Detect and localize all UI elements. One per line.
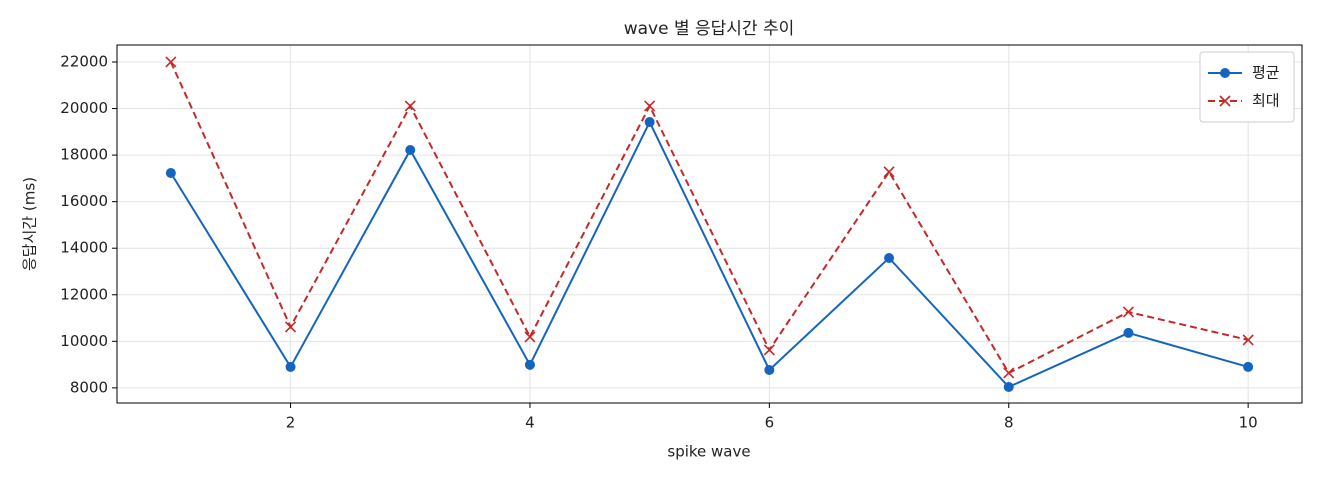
point — [165, 168, 176, 179]
point — [404, 100, 416, 112]
point — [1003, 367, 1015, 379]
point — [284, 321, 297, 333]
point — [524, 331, 536, 343]
point — [763, 344, 775, 356]
point — [883, 166, 895, 178]
legend-label: 최대 — [1252, 92, 1280, 110]
point — [1003, 381, 1014, 392]
y-tick-label: 10000 — [60, 332, 108, 350]
point — [1122, 306, 1135, 318]
series-line — [170, 119, 1249, 389]
point — [644, 117, 655, 128]
x-tick-label: 4 — [525, 414, 535, 432]
y-axis-label: 응답시간 (ms) — [21, 177, 39, 271]
y-tick-label: 12000 — [60, 285, 108, 303]
y-tick-label: 20000 — [60, 99, 108, 117]
point — [764, 364, 775, 375]
point — [1243, 361, 1254, 372]
point — [644, 100, 656, 112]
x-tick-label: 8 — [1004, 414, 1014, 432]
point — [1123, 327, 1134, 338]
x-tick-label: 6 — [765, 414, 775, 432]
x-tick-label: 10 — [1239, 414, 1258, 432]
chart-title: wave 별 응답시간 추이 — [624, 19, 795, 39]
y-tick-label: 8000 — [70, 378, 108, 396]
legend-box — [1199, 51, 1295, 123]
point — [1242, 334, 1254, 346]
y-tick-label: 16000 — [60, 192, 108, 210]
y-tick-label: 22000 — [60, 52, 108, 70]
x-axis-label: spike wave — [667, 443, 750, 461]
point — [165, 56, 177, 68]
point — [285, 361, 296, 372]
point — [524, 359, 535, 370]
point — [884, 252, 895, 263]
y-tick-label: 18000 — [60, 146, 108, 164]
y-tick-label: 14000 — [60, 239, 108, 257]
legend-marker — [1219, 95, 1231, 107]
legend-label: 평균 — [1252, 64, 1280, 82]
plot-frame — [116, 44, 1303, 404]
legend-marker — [1220, 68, 1230, 78]
point — [405, 144, 416, 155]
x-tick-label: 2 — [286, 414, 296, 432]
series-line — [169, 61, 1249, 375]
